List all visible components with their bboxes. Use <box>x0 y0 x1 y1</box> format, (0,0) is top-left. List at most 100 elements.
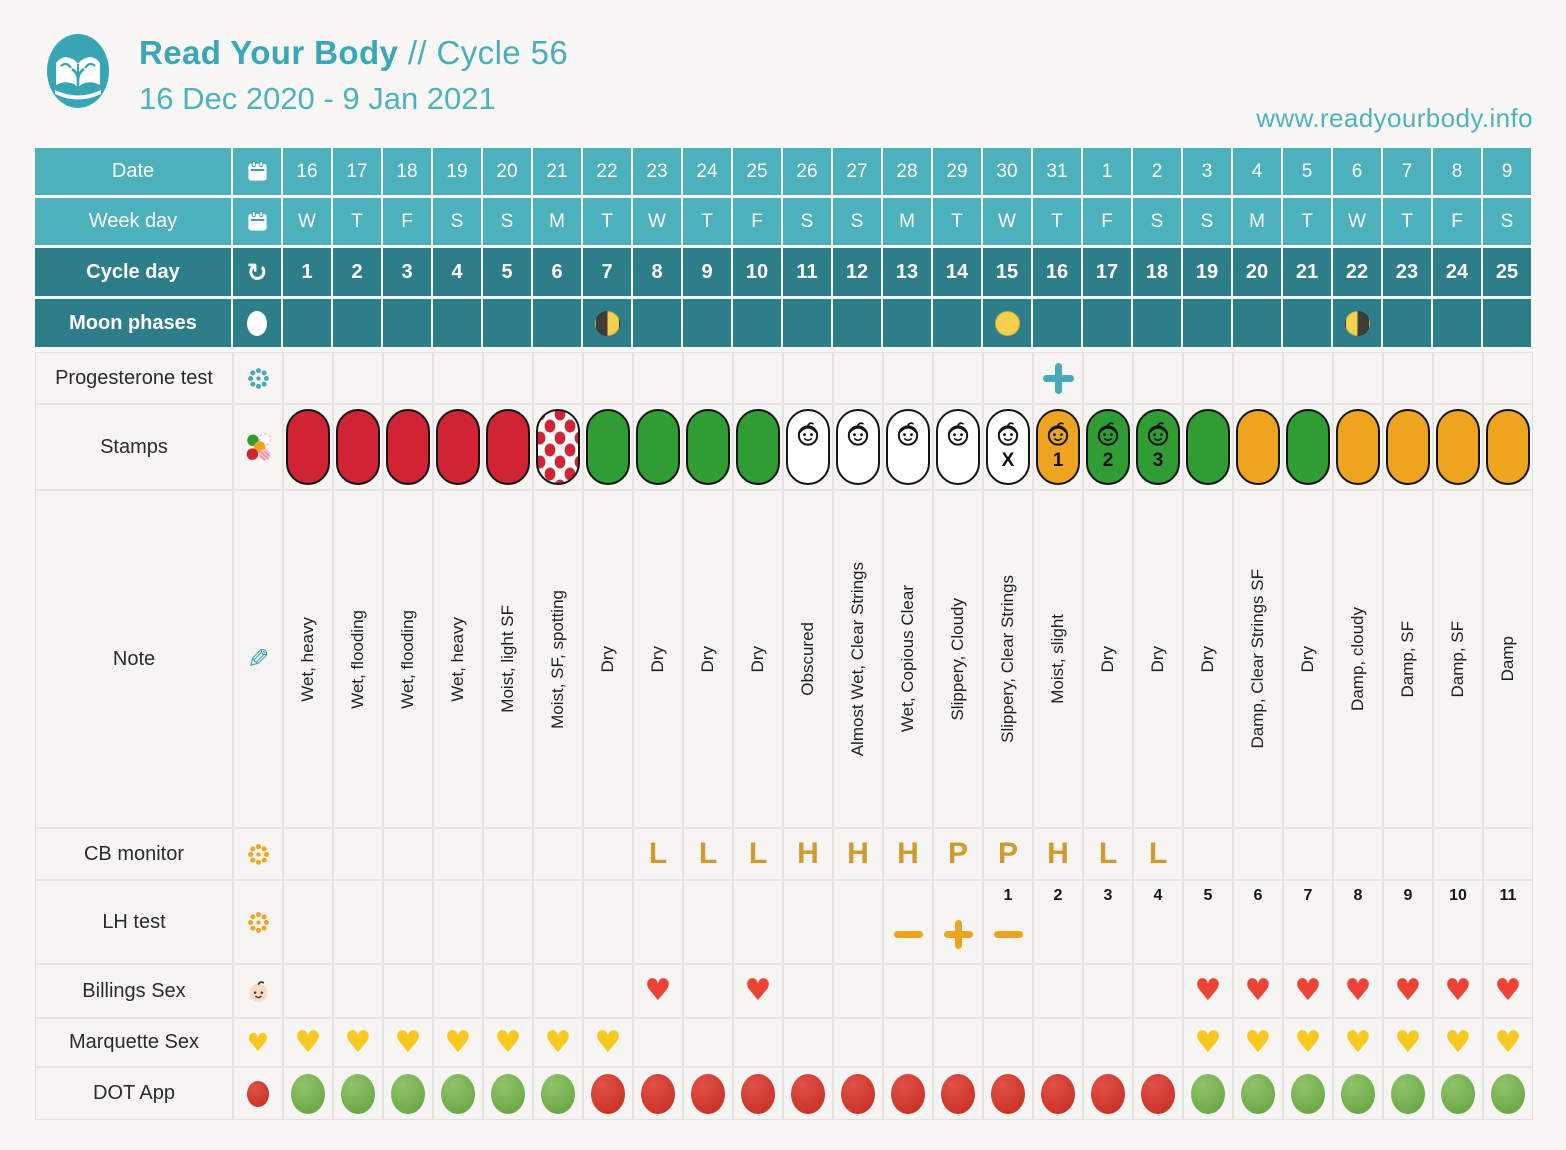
yellow-heart-icon: ♥ <box>1444 1024 1472 1060</box>
full-moon-icon <box>994 310 1020 336</box>
cell-cb-monitor-day-9: L <box>684 829 732 879</box>
dot-app-red-marker <box>1141 1073 1175 1114</box>
dot-app-red-marker <box>791 1073 825 1114</box>
cell-lh-test-day-24: 10 <box>1434 881 1482 963</box>
cell-date-day-6: 21 <box>533 148 581 195</box>
dot-app-green-marker <box>341 1073 375 1114</box>
dot-app-green-marker <box>491 1073 525 1114</box>
dot-app-green-marker <box>1291 1073 1325 1114</box>
date-value: 17 <box>346 160 368 182</box>
cell-progesterone-test-day-4 <box>434 353 482 403</box>
row-label-cycle-day: Cycle day <box>86 260 180 283</box>
cell-lh-test-day-14 <box>934 881 982 963</box>
cell-cycle-day-day-17: 17 <box>1083 248 1131 296</box>
cell-billings-sex-day-3 <box>384 965 432 1017</box>
cell-marquette-sex-day-23: ♥ <box>1384 1019 1432 1066</box>
positive-result-icon <box>1042 362 1074 394</box>
red-heart-icon: ♥ <box>744 973 772 1008</box>
cell-cycle-day-day-6: 6 <box>533 248 581 296</box>
lh-test-number: 4 <box>1153 887 1163 904</box>
weekday-value: T <box>351 210 363 232</box>
row-label-marquette-sex: Marquette Sex <box>68 1031 200 1053</box>
cell-dot-app-day-6 <box>534 1068 582 1119</box>
stamp-label: 3 <box>1152 450 1164 471</box>
table-row-billings-sex: Billings Sex ♥ ♥ ♥ ♥ ♥ ♥ ♥ ♥ ♥ <box>36 965 1532 1017</box>
cycle-day-value: 11 <box>796 260 818 283</box>
yellow-heart-icon: ♥ <box>294 1024 322 1060</box>
cell-note-day-6: Moist, SF, spotting <box>534 491 582 827</box>
cell-billings-sex-day-2 <box>334 965 382 1017</box>
cell-date-day-24: 8 <box>1433 148 1481 195</box>
cell-moon-phases-day-20 <box>1233 299 1281 347</box>
cell-cb-monitor-day-16: H <box>1034 829 1082 879</box>
cell-date-day-23: 7 <box>1383 148 1431 195</box>
cell-weekday-day-4: S <box>433 198 481 245</box>
cell-note-day-22: Damp, cloudy <box>1334 491 1382 827</box>
cell-marquette-sex-day-5: ♥ <box>484 1019 532 1066</box>
cell-date-day-18: 2 <box>1133 148 1181 195</box>
app-name: Read Your Body <box>139 34 399 71</box>
cell-date-day-22: 6 <box>1333 148 1381 195</box>
cell-billings-sex-day-4 <box>434 965 482 1017</box>
cell-cycle-day-day-13: 13 <box>883 248 931 296</box>
note-text: Damp, SF <box>1447 620 1467 698</box>
cell-moon-phases-day-13 <box>883 299 931 347</box>
cell-progesterone-test-day-12 <box>834 353 882 403</box>
table-header-rows: Date 16 17 18 19 20 21 22 23 24 25 26 27 28 29 30 31 1 2 3 4… <box>35 148 1533 347</box>
cell-moon-phases-day-25 <box>1483 299 1531 347</box>
cell-lh-test-day-11 <box>784 881 832 963</box>
cell-marquette-sex-day-21: ♥ <box>1284 1019 1332 1066</box>
cell-weekday-day-23: T <box>1383 198 1431 245</box>
cell-cycle-day-day-24: 24 <box>1433 248 1481 296</box>
cell-marquette-sex-day-17 <box>1084 1019 1132 1066</box>
row-icon-cell <box>234 1068 282 1119</box>
cb-monitor-reading: L <box>748 837 768 870</box>
cell-stamps-day-15: X <box>984 405 1032 489</box>
cell-billings-sex-day-8: ♥ <box>634 965 682 1017</box>
cell-moon-phases-day-8 <box>633 299 681 347</box>
cell-stamps-day-21 <box>1284 405 1332 489</box>
cell-date-day-19: 3 <box>1183 148 1231 195</box>
flower-teal-icon <box>246 366 271 391</box>
cb-monitor-reading: H <box>797 837 819 870</box>
cell-moon-phases-day-15 <box>983 299 1031 347</box>
lh-plus-icon <box>943 920 973 949</box>
cell-date-day-4: 19 <box>433 148 481 195</box>
cell-note-day-1: Wet, heavy <box>284 491 332 827</box>
flower-orange-icon <box>246 910 271 935</box>
cell-note-day-21: Dry <box>1284 491 1332 827</box>
cell-stamps-day-20 <box>1234 405 1282 489</box>
cell-marquette-sex-day-2: ♥ <box>334 1019 382 1066</box>
cell-moon-phases-day-2 <box>333 299 381 347</box>
cell-moon-phases-day-9 <box>683 299 731 347</box>
row-label-weekday: Week day <box>88 210 178 232</box>
cell-cycle-day-day-14: 14 <box>933 248 981 296</box>
cycle-day-value: 22 <box>1345 260 1369 283</box>
cell-cycle-day-day-20: 20 <box>1233 248 1281 296</box>
cell-billings-sex-day-24: ♥ <box>1434 965 1482 1017</box>
cell-cb-monitor-day-2 <box>334 829 382 879</box>
cycle-day-value: 1 <box>301 260 313 283</box>
red-heart-icon: ♥ <box>1294 973 1322 1008</box>
weekday-value: M <box>899 210 915 232</box>
note-text: Dry <box>697 645 717 673</box>
cell-date-day-10: 25 <box>733 148 781 195</box>
cell-progesterone-test-day-3 <box>384 353 432 403</box>
cell-progesterone-test-day-5 <box>484 353 532 403</box>
cell-date-day-12: 27 <box>833 148 881 195</box>
stamp-white <box>936 409 980 485</box>
cell-dot-app-day-1 <box>284 1068 332 1119</box>
weekday-value: F <box>1451 210 1463 232</box>
lh-test-number: 10 <box>1449 887 1467 904</box>
cell-marquette-sex-day-20: ♥ <box>1234 1019 1282 1066</box>
cycle-day-value: 19 <box>1195 260 1219 283</box>
yellow-heart-icon: ♥ <box>1344 1024 1372 1060</box>
website-url: www.readyourbody.info <box>1256 103 1533 133</box>
cell-note-day-11: Obscured <box>784 491 832 827</box>
lh-test-number: 5 <box>1203 887 1213 904</box>
cell-lh-test-day-22: 8 <box>1334 881 1382 963</box>
dot-app-green-marker <box>1491 1073 1525 1114</box>
row-label-cell: Billings Sex <box>36 965 232 1017</box>
cell-dot-app-day-22 <box>1334 1068 1382 1119</box>
lh-test-number: 9 <box>1403 887 1413 904</box>
